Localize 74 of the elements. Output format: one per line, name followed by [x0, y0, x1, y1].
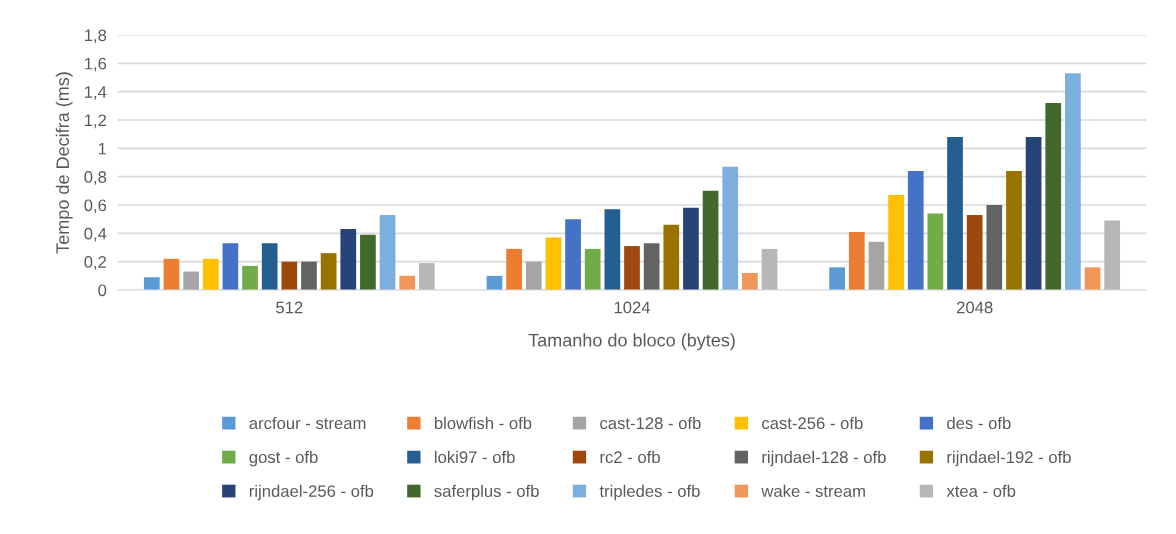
bar — [848, 231, 865, 290]
bar — [340, 229, 357, 290]
legend-label: cast-128 - ofb — [600, 416, 701, 430]
bar — [1025, 137, 1042, 290]
bar — [683, 207, 699, 290]
bar — [222, 243, 239, 290]
bar — [761, 248, 778, 290]
legend-label: rijndael-128 - ofb — [762, 450, 886, 467]
y-tick-label: 0,2 — [84, 256, 107, 270]
bar — [722, 166, 739, 290]
x-tick-label: 2048 — [956, 301, 993, 314]
bar — [604, 209, 621, 290]
bar — [143, 277, 160, 290]
bar — [888, 195, 904, 290]
bar — [1084, 267, 1101, 290]
legend-label: tripledes - ofb — [599, 484, 700, 501]
bar — [907, 171, 924, 290]
bar — [1065, 73, 1081, 290]
legend-label: saferplus - ofb — [434, 484, 539, 501]
x-axis-title: Tamanho do bloco (bytes) — [528, 333, 735, 351]
bar — [163, 258, 180, 290]
bar — [947, 137, 963, 290]
legend-label: xtea - ofb — [946, 484, 1016, 498]
bar — [663, 224, 680, 290]
y-tick-label: 1,2 — [84, 114, 107, 129]
bar — [525, 261, 542, 290]
bar — [565, 219, 581, 290]
y-axis-title: Tempo de Decifra (ms) — [55, 72, 73, 254]
bar — [584, 248, 601, 290]
bar — [506, 248, 522, 290]
bar — [320, 253, 337, 290]
legend-label: rc2 - ofb — [600, 450, 660, 464]
legend-label: gost - ofb — [249, 450, 318, 467]
bar — [301, 261, 317, 290]
bar — [202, 258, 219, 290]
bar — [399, 275, 416, 290]
bar — [643, 243, 660, 290]
bar — [966, 214, 983, 290]
bar — [419, 263, 435, 290]
bar — [868, 241, 885, 290]
legend-label: des - ofb — [947, 416, 1011, 430]
bar — [379, 214, 396, 290]
bar — [360, 234, 376, 290]
x-tick-label: 1024 — [614, 301, 651, 314]
bar — [242, 265, 258, 290]
legend-label: loki97 - ofb — [434, 450, 515, 464]
bar — [927, 213, 944, 290]
y-tick-label: 0,6 — [84, 199, 107, 214]
bar — [702, 190, 719, 290]
legend-label: wake - stream — [761, 484, 865, 498]
legend-label: arcfour - stream — [249, 416, 366, 430]
bar — [261, 243, 278, 290]
x-tick-label: 512 — [276, 301, 303, 314]
legend-label: cast-256 - ofb — [762, 416, 863, 430]
y-tick-label: 0,4 — [84, 227, 107, 242]
bar — [829, 267, 845, 290]
bar — [281, 261, 298, 290]
y-tick-label: 1 — [98, 142, 107, 155]
bar — [1006, 171, 1022, 290]
y-tick-label: 1,8 — [84, 29, 107, 44]
legend-label: rijndael-256 - ofb — [249, 484, 374, 501]
bar — [742, 273, 758, 290]
bar — [1045, 103, 1062, 290]
bar — [624, 246, 640, 290]
bar — [545, 237, 562, 290]
legend-label: rijndael-192 - ofb — [947, 450, 1071, 467]
y-tick-label: 0,8 — [84, 171, 107, 185]
bar — [183, 271, 199, 290]
y-tick-label: 1,6 — [84, 57, 107, 72]
bar — [1104, 220, 1121, 290]
legend-label: blowfish - ofb — [434, 416, 532, 430]
y-tick-label: 0 — [98, 284, 107, 297]
y-tick-label: 1,4 — [84, 86, 107, 100]
bar — [986, 205, 1003, 290]
